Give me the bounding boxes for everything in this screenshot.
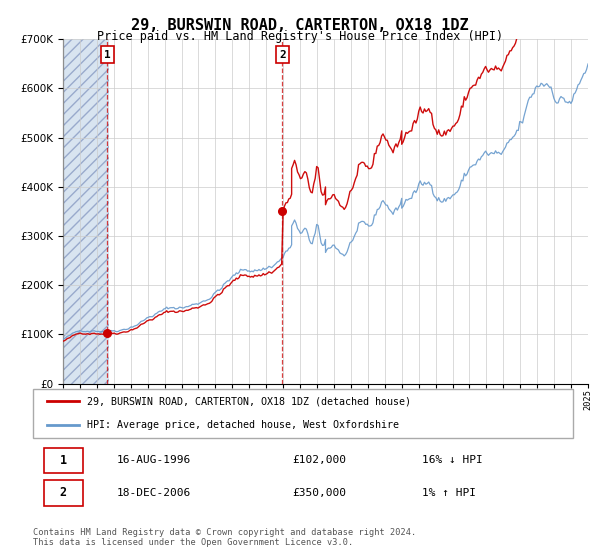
Text: Contains HM Land Registry data © Crown copyright and database right 2024.
This d: Contains HM Land Registry data © Crown c…	[33, 528, 416, 547]
Text: 1: 1	[59, 454, 67, 467]
Text: 16% ↓ HPI: 16% ↓ HPI	[422, 455, 482, 465]
Text: 2: 2	[279, 50, 286, 60]
Text: £102,000: £102,000	[292, 455, 346, 465]
FancyBboxPatch shape	[33, 389, 573, 438]
Text: 2: 2	[59, 486, 67, 499]
Text: HPI: Average price, detached house, West Oxfordshire: HPI: Average price, detached house, West…	[87, 420, 399, 430]
Text: 29, BURSWIN ROAD, CARTERTON, OX18 1DZ (detached house): 29, BURSWIN ROAD, CARTERTON, OX18 1DZ (d…	[87, 396, 411, 407]
Text: 18-DEC-2006: 18-DEC-2006	[116, 488, 191, 498]
FancyBboxPatch shape	[44, 447, 83, 473]
Bar	[63, 39, 109, 384]
Text: 1: 1	[104, 50, 111, 60]
Text: Price paid vs. HM Land Registry's House Price Index (HPI): Price paid vs. HM Land Registry's House …	[97, 30, 503, 43]
Text: 1% ↑ HPI: 1% ↑ HPI	[422, 488, 476, 498]
FancyBboxPatch shape	[44, 480, 83, 506]
Text: £350,000: £350,000	[292, 488, 346, 498]
Text: 29, BURSWIN ROAD, CARTERTON, OX18 1DZ: 29, BURSWIN ROAD, CARTERTON, OX18 1DZ	[131, 18, 469, 33]
Text: 16-AUG-1996: 16-AUG-1996	[116, 455, 191, 465]
